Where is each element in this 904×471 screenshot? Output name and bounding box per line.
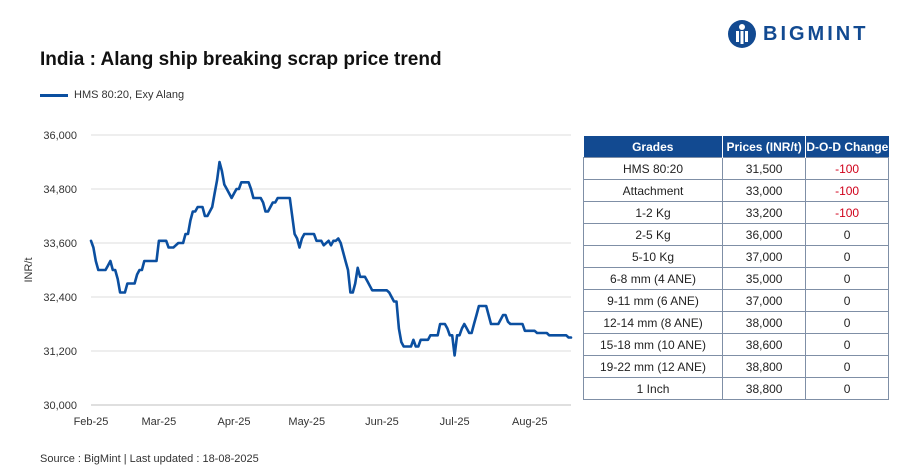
table-cell-price: 33,200 (722, 201, 807, 224)
table-cell-change: 0 (805, 311, 889, 334)
table-row: Attachment 33,000 -100 (582, 179, 889, 202)
table-cell-change: 0 (805, 289, 889, 312)
bigmint-logo: BIGMINT (727, 19, 868, 49)
legend-swatch (40, 93, 68, 97)
table-cell-grade: Attachment (582, 179, 724, 202)
table-cell-change: -100 (805, 201, 889, 224)
table-row: 1-2 Kg 33,200 -100 (582, 201, 889, 224)
price-table: Grades Prices (INR/t) D-O-D Change HMS 8… (582, 136, 889, 400)
table-cell-price: 38,000 (722, 311, 807, 334)
table-cell-price: 37,000 (722, 289, 807, 312)
bigmint-logo-icon (728, 20, 756, 48)
table-cell-price: 38,600 (722, 333, 807, 356)
table-cell-grade: 2-5 Kg (582, 223, 724, 246)
table-cell-change: 0 (805, 267, 889, 290)
table-cell-price: 36,000 (722, 223, 807, 246)
y-tick-label: 30,000 (43, 400, 77, 412)
header-change: D-O-D Change (805, 136, 889, 158)
table-cell-grade: 9-11 mm (6 ANE) (582, 289, 724, 312)
x-tick-label: Jun-25 (365, 416, 399, 428)
logo-text: BIGMINT (763, 22, 869, 45)
table-cell-price: 38,800 (722, 355, 807, 378)
table-cell-change: 0 (805, 377, 889, 400)
table-cell-grade: 1 Inch (582, 377, 724, 400)
table-cell-grade: 6-8 mm (4 ANE) (582, 267, 724, 290)
table-cell-price: 38,800 (722, 377, 807, 400)
y-tick-label: 32,400 (43, 292, 77, 304)
legend: HMS 80:20, Exy Alang (40, 89, 184, 101)
table-row: 1 Inch 38,800 0 (582, 377, 889, 400)
x-tick-label: Feb-25 (74, 416, 109, 428)
table-cell-grade: 15-18 mm (10 ANE) (582, 333, 724, 356)
legend-label: HMS 80:20, Exy Alang (74, 89, 185, 101)
table-cell-change: 0 (805, 355, 889, 378)
table-cell-change: -100 (805, 179, 889, 202)
table-cell-price: 31,500 (722, 157, 807, 180)
table-cell-grade: 12-14 mm (8 ANE) (582, 311, 724, 334)
table-cell-grade: 1-2 Kg (582, 201, 724, 224)
header-grades: Grades (583, 136, 724, 158)
table-cell-change: 0 (805, 223, 889, 246)
table-row: 5-10 Kg 37,000 0 (582, 245, 889, 268)
y-axis-label: INR/t (23, 257, 35, 282)
table-row: 15-18 mm (10 ANE) 38,600 0 (582, 333, 889, 356)
table-cell-change: -100 (805, 157, 889, 180)
x-tick-label: May-25 (288, 416, 325, 428)
table-cell-price: 37,000 (722, 245, 807, 268)
y-tick-label: 36,000 (43, 130, 77, 142)
table-row: 19-22 mm (12 ANE) 38,800 0 (582, 355, 889, 378)
series-line-hms-80-20 (89, 160, 573, 357)
table-row: 12-14 mm (8 ANE) 38,000 0 (582, 311, 889, 334)
line-chart: 30,000 31,200 32,400 33,600 34,800 36,000 Feb-… (23, 130, 573, 428)
chart-title: India : Alang ship breaking scrap price … (40, 49, 442, 70)
table-cell-change: 0 (805, 245, 889, 268)
x-tick-label: Jul-25 (440, 416, 470, 428)
table-row: 2-5 Kg 36,000 0 (582, 223, 889, 246)
table-cell-price: 35,000 (722, 267, 807, 290)
table-cell-price: 33,000 (722, 179, 807, 202)
x-tick-label: Apr-25 (218, 416, 251, 428)
table-row: 6-8 mm (4 ANE) 35,000 0 (582, 267, 889, 290)
table-cell-change: 0 (805, 333, 889, 356)
table-cell-grade: HMS 80:20 (582, 157, 724, 180)
y-tick-label: 34,800 (43, 184, 77, 196)
table-header-row: Grades Prices (INR/t) D-O-D Change (583, 136, 889, 158)
x-tick-label: Aug-25 (512, 416, 547, 428)
table-row: HMS 80:20 31,500 -100 (582, 157, 889, 180)
source-note: Source : BigMint | Last updated : 18-08-… (40, 453, 259, 465)
table-cell-grade: 19-22 mm (12 ANE) (582, 355, 724, 378)
table-cell-grade: 5-10 Kg (582, 245, 724, 268)
x-tick-label: Mar-25 (141, 416, 176, 428)
table-row: 9-11 mm (6 ANE) 37,000 0 (582, 289, 889, 312)
y-tick-label: 31,200 (43, 346, 77, 358)
y-tick-label: 33,600 (43, 238, 77, 250)
header-prices: Prices (INR/t) (722, 136, 807, 158)
